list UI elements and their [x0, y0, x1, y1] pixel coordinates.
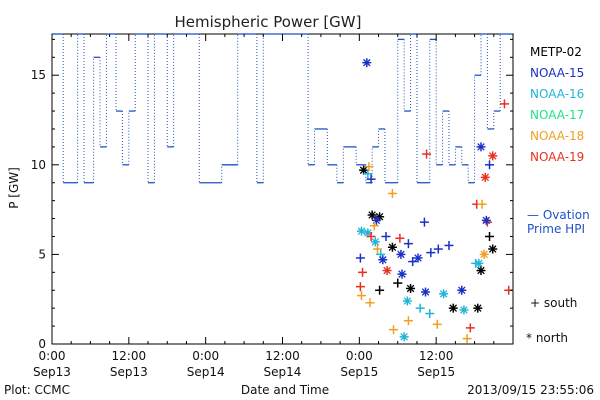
- x-tick-label-time: 0:00: [346, 349, 373, 363]
- y-tick-label: 0: [38, 337, 46, 351]
- point-north-metp-02: [476, 266, 486, 276]
- point-north-noaa-15: [481, 215, 491, 225]
- point-south-noaa-18: [356, 291, 366, 301]
- plot-timestamp: 2013/09/15 23:55:06: [467, 383, 594, 397]
- point-south-noaa-19: [366, 231, 376, 241]
- point-north-noaa-15: [371, 215, 381, 225]
- point-south-noaa-15: [403, 239, 413, 249]
- point-north-metp-02: [488, 244, 498, 254]
- point-north-noaa-16: [474, 258, 484, 268]
- x-axis-label: Date and Time: [241, 383, 329, 397]
- point-south-noaa-16: [425, 309, 435, 319]
- point-north-noaa-16: [356, 226, 366, 236]
- point-north-noaa-16: [459, 305, 469, 315]
- x-tick-label-time: 0:00: [39, 349, 66, 363]
- point-south-noaa-15: [485, 160, 495, 170]
- point-north-noaa-15: [476, 142, 486, 152]
- point-south-metp-02: [485, 231, 495, 241]
- x-tick-label-time: 12:00: [112, 349, 147, 363]
- y-tick-label: 15: [31, 68, 46, 82]
- point-south-noaa-16: [415, 303, 425, 313]
- x-tick-label-date: Sep14: [187, 365, 225, 379]
- north-marker-legend: * north: [526, 331, 568, 345]
- point-south-noaa-16: [363, 169, 373, 179]
- point-south-noaa-18: [432, 319, 442, 329]
- point-south-noaa-18: [477, 199, 487, 209]
- ovation-legend-line2: Prime HPI: [527, 222, 585, 236]
- point-north-metp-02: [406, 283, 416, 293]
- point-north-metp-02: [387, 242, 397, 252]
- satellite-legend: METP-02 NOAA-15 NOAA-16 NOAA-17 NOAA-18 NOAA-…: [530, 45, 584, 164]
- point-south-noaa-18: [365, 298, 375, 308]
- legend-noaa-17: NOAA-17: [530, 108, 584, 122]
- x-tick-label-date: Sep15: [340, 365, 378, 379]
- legend-noaa-16: NOAA-16: [530, 87, 584, 101]
- legend-noaa-15: NOAA-15: [530, 66, 584, 80]
- chart-title: Hemispheric Power [GW]: [175, 13, 362, 31]
- point-south-noaa-19: [465, 323, 475, 333]
- point-north-noaa-15: [378, 255, 388, 265]
- point-south-noaa-19: [422, 149, 432, 159]
- point-south-noaa-18: [369, 221, 379, 231]
- point-north-noaa-19: [382, 266, 392, 276]
- point-south-noaa-15: [444, 240, 454, 250]
- point-north-metp-02: [473, 303, 483, 313]
- point-south-noaa-18: [462, 334, 472, 344]
- point-north-noaa-15: [397, 269, 407, 279]
- point-north-noaa-16: [439, 289, 449, 299]
- point-south-noaa-18: [372, 244, 382, 254]
- x-tick-label-date: Sep13: [33, 365, 71, 379]
- plot-credit: Plot: CCMC: [4, 383, 70, 397]
- point-south-noaa-18: [388, 325, 398, 335]
- satellite-points: [355, 58, 514, 344]
- point-south-noaa-18: [387, 188, 397, 198]
- point-north-metp-02: [448, 303, 458, 313]
- x-tick-label-time: 12:00: [265, 349, 300, 363]
- point-north-noaa-15: [362, 58, 372, 68]
- x-tick-label-date: Sep15: [417, 365, 455, 379]
- point-south-noaa-19: [358, 267, 368, 277]
- point-south-noaa-15: [419, 217, 429, 227]
- x-tick-label-date: Sep14: [264, 365, 302, 379]
- point-south-noaa-19: [355, 282, 365, 292]
- point-south-noaa-15: [426, 248, 436, 258]
- point-north-noaa-16: [402, 296, 412, 306]
- point-south-noaa-19: [499, 99, 509, 109]
- point-south-metp-02: [393, 278, 403, 288]
- point-south-noaa-15: [408, 257, 418, 267]
- ovation-series: [52, 33, 514, 184]
- point-north-noaa-16: [370, 237, 380, 247]
- point-north-noaa-16: [399, 332, 409, 342]
- y-tick-label: 5: [38, 247, 46, 261]
- point-north-noaa-18: [479, 249, 489, 259]
- point-south-noaa-15: [433, 244, 443, 254]
- point-north-metp-02: [367, 210, 377, 220]
- point-north-noaa-15: [413, 253, 423, 263]
- legend-noaa-19: NOAA-19: [530, 150, 584, 164]
- y-axis: 0 5 10 15: [31, 38, 513, 351]
- legend-metp-02: METP-02: [530, 45, 582, 59]
- point-south-metp-02: [375, 285, 385, 295]
- point-north-noaa-19: [488, 151, 498, 161]
- point-north-noaa-15: [420, 287, 430, 297]
- x-tick-label-time: 12:00: [419, 349, 454, 363]
- point-south-noaa-15: [355, 253, 365, 263]
- ovation-legend-line1: — Ovation: [527, 208, 590, 222]
- point-north-noaa-15: [396, 249, 406, 259]
- point-south-noaa-15: [381, 231, 391, 241]
- x-axis: 0:00 Sep13 12:00 Sep13 0:00 Sep14 12:00 Sep14 0:…: [33, 34, 514, 379]
- point-north-noaa-19: [480, 172, 490, 182]
- point-north-noaa-15: [457, 285, 467, 295]
- point-south-noaa-18: [364, 162, 374, 172]
- y-axis-label: P [GW]: [7, 167, 21, 209]
- legend-noaa-18: NOAA-18: [530, 129, 584, 143]
- south-marker-legend: + south: [530, 296, 577, 310]
- point-south-noaa-18: [403, 316, 413, 326]
- point-south-noaa-19: [395, 233, 405, 243]
- x-tick-label-time: 0:00: [192, 349, 219, 363]
- y-tick-label: 10: [31, 158, 46, 172]
- x-tick-label-date: Sep13: [110, 365, 148, 379]
- point-south-noaa-15: [366, 174, 376, 184]
